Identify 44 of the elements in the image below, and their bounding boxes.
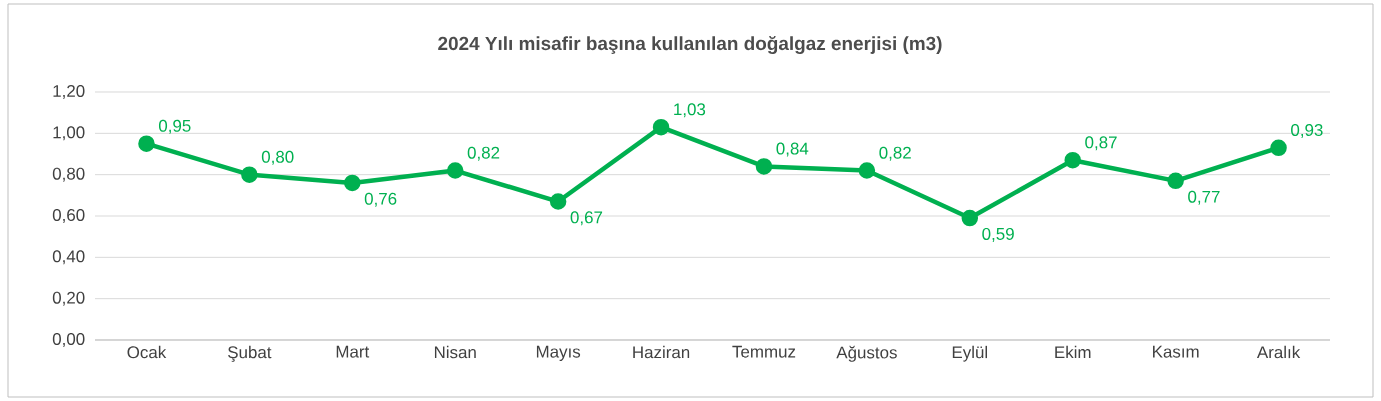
data-label: 0,77 xyxy=(1188,190,1220,205)
data-label: 0,59 xyxy=(982,227,1014,242)
x-tick-label: Ağustos xyxy=(836,345,897,362)
point xyxy=(241,166,258,183)
point xyxy=(344,174,361,192)
point xyxy=(961,209,979,227)
point xyxy=(652,118,670,136)
chart-title: 2024 Yılı misafir başına kullanılan doğalgaz enerjisi (m3) xyxy=(438,36,942,54)
data-label: 0,82 xyxy=(467,146,500,161)
point xyxy=(446,162,464,179)
x-tick-label: Nisan xyxy=(434,345,476,359)
data-label: 0,87 xyxy=(1085,136,1117,151)
x-tick-label: Aralık xyxy=(1256,345,1301,359)
point xyxy=(138,135,155,152)
y-tick-label: 1,20 xyxy=(53,85,85,99)
x-tick-label: Ocak xyxy=(127,345,167,359)
x-tick-label: Haziran xyxy=(633,345,690,359)
point xyxy=(1167,172,1184,190)
data-label: 0,95 xyxy=(158,119,191,134)
data-label: 0,67 xyxy=(570,211,603,226)
data-label: 0,84 xyxy=(776,142,809,157)
data-label: 0,80 xyxy=(261,150,294,165)
y-tick-label: 0,60 xyxy=(52,209,85,223)
point xyxy=(1064,151,1081,169)
x-tick-label: Temmuz xyxy=(732,345,796,358)
x-tick-label: Kasım xyxy=(1153,345,1199,358)
x-tick-label: Ekim xyxy=(1055,345,1091,359)
data-label: 0,93 xyxy=(1291,123,1323,138)
point xyxy=(1270,139,1287,157)
point xyxy=(549,193,567,210)
data-label: 0,76 xyxy=(364,192,397,207)
y-tick-label: 0,40 xyxy=(52,250,85,265)
point xyxy=(755,158,773,175)
data-label: 1,03 xyxy=(674,103,706,118)
y-tick-label: 0,00 xyxy=(52,333,85,347)
point xyxy=(858,162,876,179)
y-tick-label: 0,80 xyxy=(52,167,85,182)
x-tick-label: Eylül xyxy=(952,345,988,362)
data-label: 0,82 xyxy=(879,146,911,161)
y-tick-label: 1,00 xyxy=(53,126,85,141)
x-tick-label: Mart xyxy=(336,345,370,358)
y-tick-label: 0,20 xyxy=(52,291,85,306)
x-tick-label: Mayıs xyxy=(536,345,581,362)
x-tick-label: Şubat xyxy=(228,345,272,362)
